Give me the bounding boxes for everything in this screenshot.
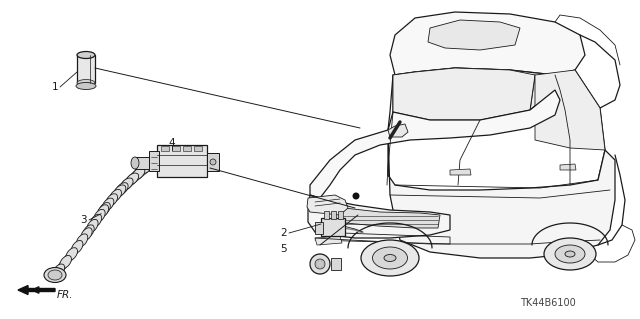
Bar — [149, 151, 159, 171]
Bar — [157, 145, 207, 177]
Polygon shape — [393, 68, 535, 120]
Ellipse shape — [44, 268, 66, 283]
Ellipse shape — [53, 264, 65, 277]
Ellipse shape — [143, 159, 156, 171]
Polygon shape — [310, 90, 560, 198]
Ellipse shape — [97, 205, 109, 218]
Bar — [183, 146, 191, 151]
Circle shape — [323, 263, 324, 265]
Bar — [331, 211, 336, 219]
Text: 4: 4 — [169, 138, 175, 148]
Circle shape — [317, 266, 319, 268]
Bar — [172, 146, 180, 151]
Text: FR.: FR. — [57, 290, 74, 300]
Bar — [315, 222, 323, 234]
Polygon shape — [428, 20, 520, 50]
Text: 3: 3 — [81, 215, 87, 225]
Ellipse shape — [139, 162, 152, 174]
Ellipse shape — [48, 270, 62, 280]
Text: 5: 5 — [280, 244, 287, 254]
Ellipse shape — [132, 168, 145, 180]
Bar — [194, 146, 202, 151]
Ellipse shape — [76, 83, 96, 90]
Ellipse shape — [555, 245, 585, 263]
Bar — [338, 211, 343, 219]
Ellipse shape — [81, 228, 92, 241]
Bar — [135, 157, 149, 169]
Ellipse shape — [102, 198, 114, 211]
Ellipse shape — [120, 178, 133, 190]
Bar — [331, 258, 341, 270]
Ellipse shape — [86, 219, 98, 233]
Bar — [321, 218, 345, 236]
Ellipse shape — [99, 203, 110, 216]
Text: 1: 1 — [52, 82, 59, 92]
Polygon shape — [315, 236, 342, 245]
Polygon shape — [308, 195, 450, 238]
Ellipse shape — [384, 255, 396, 262]
Bar — [77, 55, 95, 83]
Ellipse shape — [60, 256, 72, 269]
Circle shape — [321, 260, 323, 262]
Text: 2: 2 — [280, 228, 287, 238]
Circle shape — [321, 266, 323, 268]
Polygon shape — [560, 164, 576, 170]
Polygon shape — [450, 169, 471, 175]
Polygon shape — [307, 195, 348, 215]
Circle shape — [317, 260, 319, 262]
Ellipse shape — [113, 185, 126, 197]
Ellipse shape — [109, 189, 122, 202]
Text: TK44B6100: TK44B6100 — [520, 298, 576, 308]
FancyArrow shape — [18, 286, 55, 294]
Polygon shape — [388, 124, 408, 137]
Bar — [207, 153, 219, 171]
Ellipse shape — [76, 234, 88, 247]
Polygon shape — [390, 12, 585, 75]
Ellipse shape — [131, 157, 139, 169]
Circle shape — [315, 259, 325, 269]
Polygon shape — [535, 70, 605, 150]
Circle shape — [353, 192, 360, 199]
Ellipse shape — [77, 79, 95, 86]
Circle shape — [310, 254, 330, 274]
Bar — [161, 146, 169, 151]
Ellipse shape — [565, 251, 575, 257]
Ellipse shape — [93, 209, 105, 223]
Ellipse shape — [544, 238, 596, 270]
Ellipse shape — [66, 248, 77, 261]
Polygon shape — [335, 207, 440, 228]
Ellipse shape — [72, 241, 83, 254]
Ellipse shape — [77, 51, 95, 58]
Ellipse shape — [116, 183, 128, 195]
Bar — [324, 211, 329, 219]
Ellipse shape — [126, 173, 139, 185]
Ellipse shape — [106, 194, 118, 207]
Polygon shape — [393, 68, 555, 120]
Circle shape — [316, 263, 317, 265]
Ellipse shape — [83, 225, 94, 238]
Polygon shape — [388, 130, 615, 258]
Ellipse shape — [372, 247, 408, 269]
Ellipse shape — [361, 240, 419, 276]
Circle shape — [210, 159, 216, 165]
Ellipse shape — [90, 214, 102, 227]
